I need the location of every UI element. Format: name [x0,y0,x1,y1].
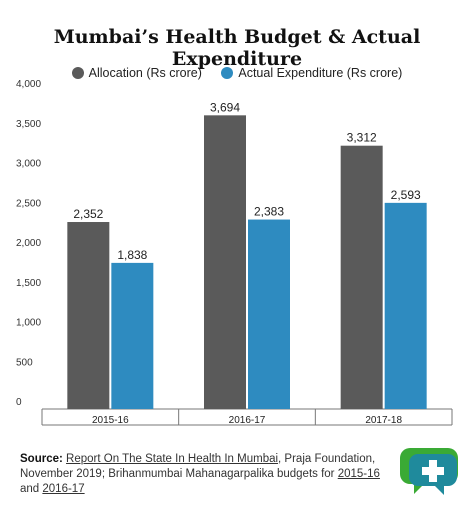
bar-allocation-2016-17 [204,115,246,410]
x-category-label: 2015-16 [92,415,129,426]
source-text-2: and [20,483,43,495]
legend-item-expenditure: Actual Expenditure (Rs crore) [221,66,402,80]
bar-expenditure-2016-17 [248,219,290,409]
y-tick-label: 3,500 [16,119,41,130]
bar-expenditure-2017-18 [384,202,427,409]
source-text-1: , Praja Foundation, November 2019; Briha… [20,453,376,480]
source-link-report[interactable]: Report On The State In Health In Mumbai [66,453,279,465]
chart-title: Mumbai’s Health Budget & Actual Expendit… [53,26,421,70]
legend-item-allocation: Allocation (Rs crore) [71,66,202,80]
y-tick-label: 2,500 [16,198,41,209]
legend-swatch-expenditure [221,67,234,79]
x-category-label: 2017-18 [365,415,402,426]
bar-expenditure-2015-16 [111,262,154,409]
bar-value-label: 2,352 [73,207,103,221]
bar-value-label: 1,838 [117,248,147,262]
source-label: Source: [20,453,63,465]
y-tick-label: 4,000 [16,79,41,90]
logo-plus-icon [422,460,444,482]
x-category-label: 2016-17 [229,415,266,426]
source-link-2015-16[interactable]: 2015-16 [337,468,380,480]
bars-group: 2,352 1,838 3,694 2,383 3,312 2,593 [67,100,427,410]
source-link-2016-17[interactable]: 2016-17 [42,483,85,495]
y-tick-label: 3,000 [16,159,41,170]
x-axis-categories: 2015-16 2016-17 2017-18 [41,409,453,426]
bar-value-label: 2,593 [391,188,421,202]
legend-swatch-allocation [71,67,84,79]
legend-label-allocation: Allocation (Rs crore) [88,66,202,80]
bar-value-label: 2,383 [254,205,284,219]
y-axis-ticks: 0 500 1,000 1,500 2,000 2,500 3,000 3,500 4,000 [16,79,452,410]
y-tick-label: 500 [16,357,33,368]
y-tick-label: 1,500 [16,278,41,289]
y-tick-label: 2,000 [16,238,41,249]
y-tick-label: 1,000 [16,318,41,329]
legend-label-expenditure: Actual Expenditure (Rs crore) [238,66,403,80]
bar-allocation-2015-16 [67,222,110,409]
source-note: Source: Report On The State In Health In… [20,452,390,497]
bar-value-label: 3,312 [347,131,377,145]
legend: Allocation (Rs crore) Actual Expenditure… [0,66,474,82]
y-tick-label: 0 [16,397,22,408]
factchecker-logo [400,448,458,495]
bar-value-label: 3,694 [210,100,240,114]
bar-allocation-2017-18 [340,145,383,410]
bar-chart: 05001,0001,5002,0002,5003,0003,5004,000 … [16,79,453,426]
